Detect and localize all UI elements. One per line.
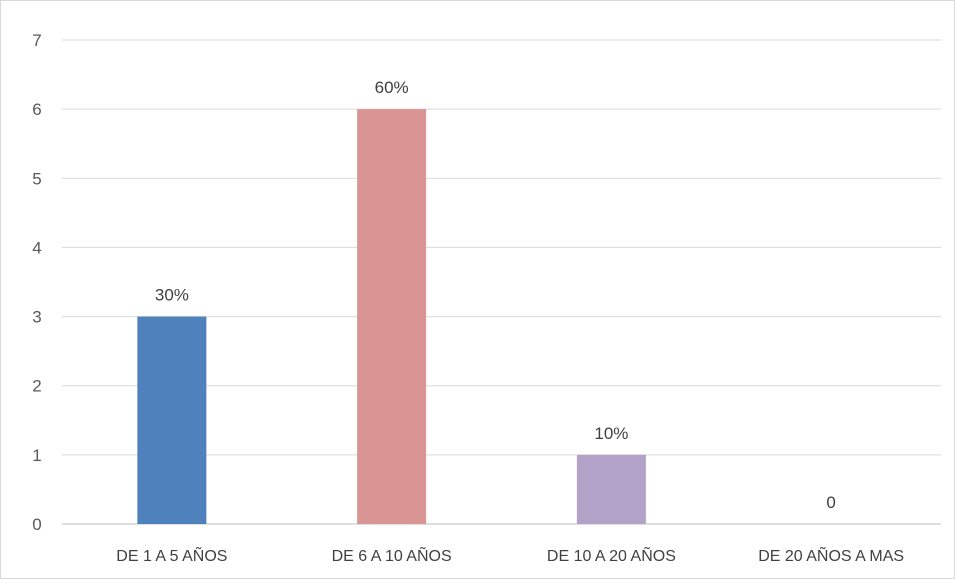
x-category-label: DE 1 A 5 AÑOS [116, 545, 227, 565]
data-label: 10% [594, 424, 628, 443]
bars [137, 109, 646, 525]
gridlines [62, 39, 941, 525]
data-label: 60% [375, 78, 409, 97]
y-tick-label: 4 [32, 238, 41, 257]
bar [137, 316, 207, 524]
y-tick-label: 6 [32, 100, 41, 119]
y-tick-label: 7 [32, 31, 41, 50]
y-tick-label: 2 [32, 377, 41, 396]
x-category-label: DE 10 A 20 AÑOS [547, 545, 676, 565]
data-label: 0 [826, 493, 835, 512]
y-tick-label: 3 [32, 308, 41, 327]
data-label: 30% [155, 286, 189, 305]
bar [357, 109, 427, 525]
x-category-label: DE 20 AÑOS A MAS [758, 545, 904, 565]
x-axis-categories: DE 1 A 5 AÑOS DE 6 A 10 AÑOS DE 10 A 20 AÑ… [116, 545, 904, 565]
bar [576, 454, 646, 524]
data-labels: 30% 60% 10% 0 [155, 78, 836, 512]
y-tick-label: 5 [32, 169, 41, 188]
x-category-label: DE 6 A 10 AÑOS [332, 545, 452, 565]
y-tick-label: 1 [32, 446, 41, 465]
y-axis-ticks: 0 1 2 3 4 5 6 7 [32, 31, 41, 534]
y-tick-label: 0 [32, 515, 41, 534]
